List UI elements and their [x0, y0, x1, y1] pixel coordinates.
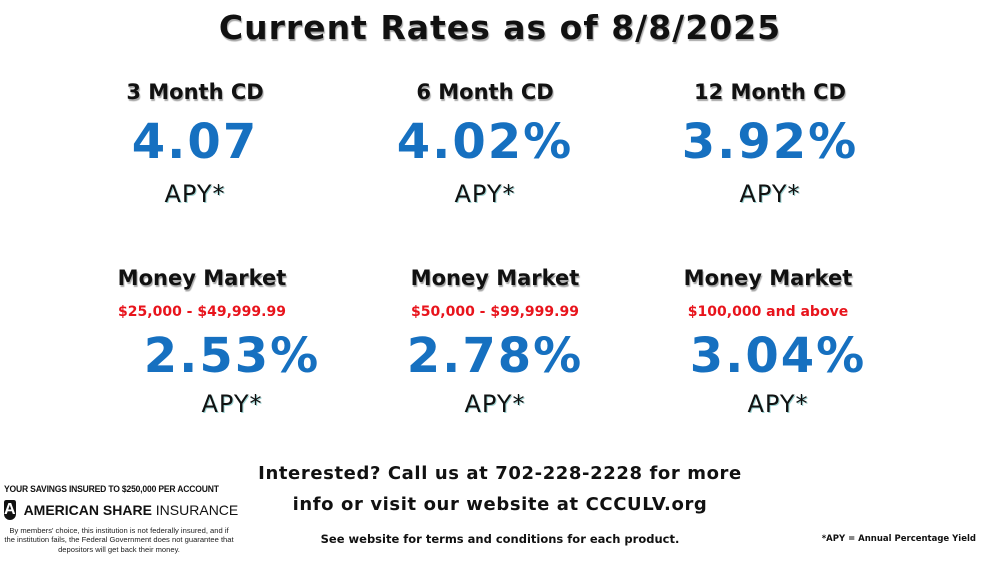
- rate-value: 4.07: [131, 114, 259, 170]
- apy-label: APY*: [164, 180, 226, 208]
- brand-bold: AMERICAN SHARE: [23, 502, 152, 518]
- page-title: Current Rates as of 8/8/2025: [218, 8, 782, 47]
- cta-line-2: info or visit our website at CCCULV.org: [292, 494, 708, 515]
- product-name: Money Market: [683, 266, 853, 290]
- apy-label: APY*: [454, 180, 516, 208]
- apy-label: APY*: [747, 390, 809, 418]
- rate-value: 2.78%: [406, 328, 584, 384]
- terms-note: See website for terms and conditions for…: [320, 532, 680, 546]
- apy-definition: *APY = Annual Percentage Yield: [821, 534, 976, 544]
- insurance-headline: YOUR SAVINGS INSURED TO $250,000 PER ACC…: [4, 484, 219, 495]
- apy-label: APY*: [739, 180, 801, 208]
- insurance-notice: YOUR SAVINGS INSURED TO $250,000 PER ACC…: [4, 484, 238, 554]
- rate-card-3-month-cd: 3 Month CD 4.07 APY*: [45, 80, 345, 208]
- apy-label: APY*: [201, 390, 263, 418]
- rate-value: 2.53%: [143, 328, 321, 384]
- cta-line-1: Interested? Call us at 702-228-2228 for …: [258, 463, 742, 484]
- balance-range: $100,000 and above: [687, 304, 849, 320]
- rate-card-money-market-tier-1: Money Market $25,000 - $49,999.99 2.53% …: [52, 266, 352, 418]
- call-to-action: Interested? Call us at 702-228-2228 for …: [250, 458, 750, 520]
- rate-card-money-market-tier-3: Money Market $100,000 and above 3.04% AP…: [618, 266, 918, 418]
- product-name: Money Market: [117, 266, 287, 290]
- product-name: Money Market: [410, 266, 580, 290]
- rate-card-money-market-tier-2: Money Market $50,000 - $99,999.99 2.78% …: [345, 266, 645, 418]
- insurance-brand: A AMERICAN SHARE INSURANCE: [4, 500, 238, 520]
- insurance-brand-name: AMERICAN SHARE INSURANCE: [24, 502, 239, 518]
- rate-value: 3.04%: [689, 328, 867, 384]
- brand-light: INSURANCE: [151, 502, 239, 518]
- rate-value: 3.92%: [681, 114, 859, 170]
- apy-label: APY*: [464, 390, 526, 418]
- rate-card-12-month-cd: 12 Month CD 3.92% APY*: [620, 80, 920, 208]
- rate-card-6-month-cd: 6 Month CD 4.02% APY*: [335, 80, 635, 208]
- balance-range: $25,000 - $49,999.99: [118, 304, 286, 320]
- asi-logo-icon: A: [4, 500, 16, 520]
- product-name: 6 Month CD: [416, 80, 554, 104]
- product-name: 3 Month CD: [126, 80, 264, 104]
- insurance-disclaimer: By members' choice, this institution is …: [4, 526, 234, 554]
- rate-value: 4.02%: [396, 114, 574, 170]
- balance-range: $50,000 - $99,999.99: [411, 304, 579, 320]
- product-name: 12 Month CD: [694, 80, 846, 104]
